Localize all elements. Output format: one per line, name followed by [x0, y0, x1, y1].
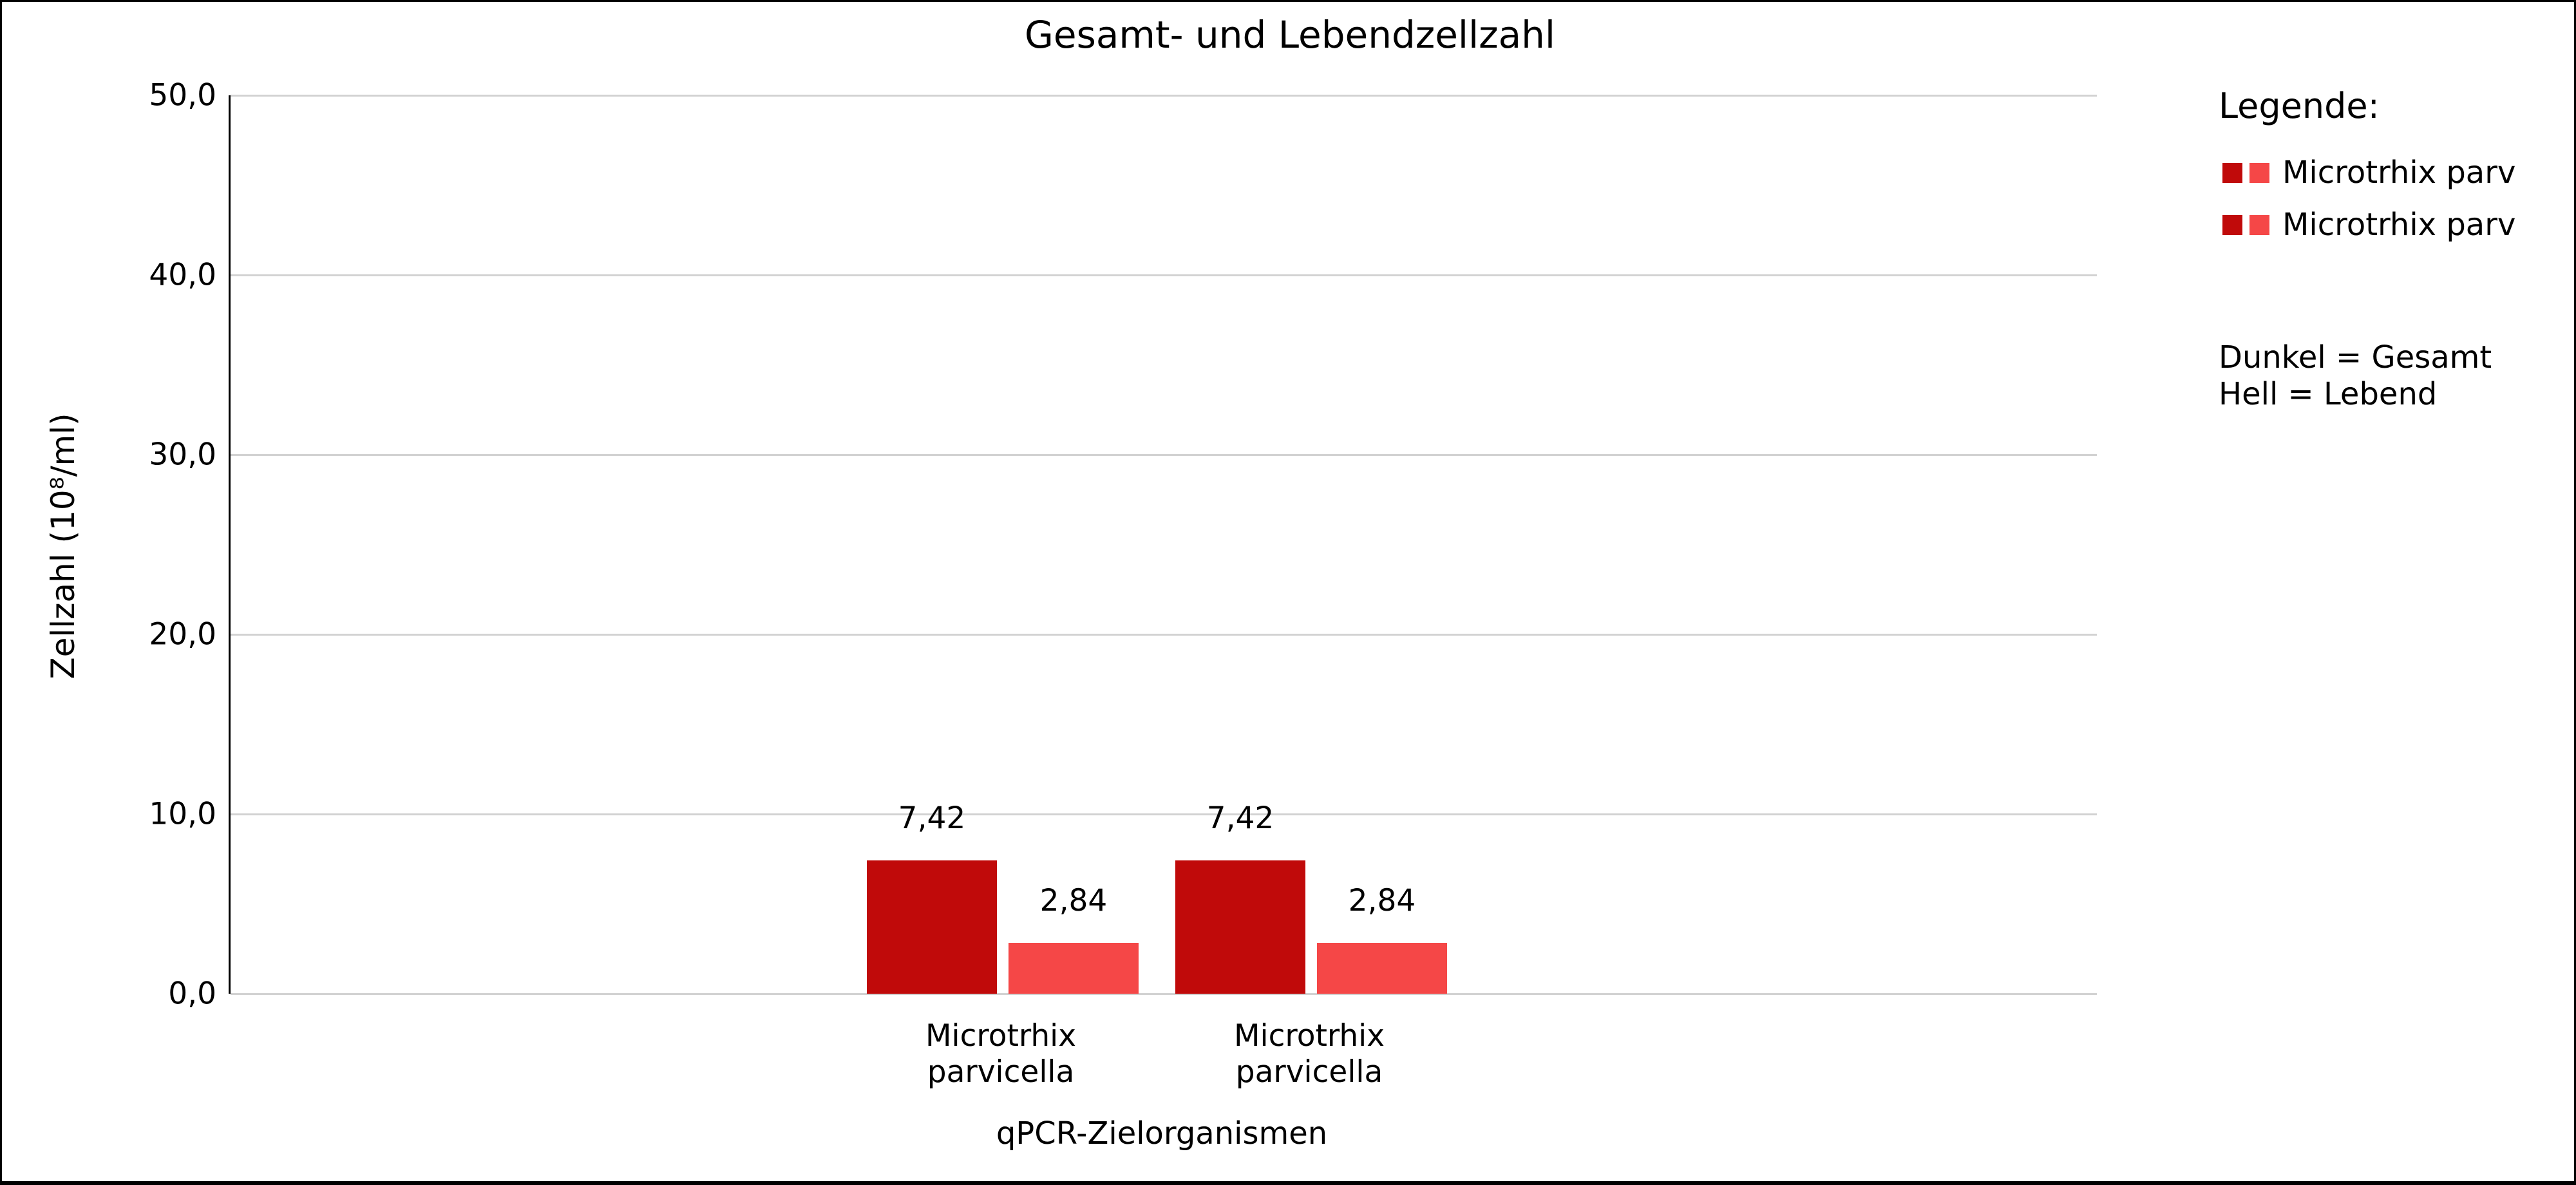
legend-swatch-dark: [2222, 214, 2242, 235]
gridline-y30: [231, 454, 2097, 456]
legend-entry-2: Microtrhix parv: [2222, 207, 2516, 243]
gridline-y40: [231, 274, 2097, 276]
chart-title: Gesamt- und Lebendzellzahl: [1024, 13, 1556, 57]
y-tick-label-30,0: 30,0: [149, 437, 216, 473]
x-tick-label-group2: Microtrhix parvicella: [1233, 1018, 1385, 1090]
legend-entry-1: Microtrhix parv: [2222, 155, 2516, 191]
gridline-y20: [231, 634, 2097, 636]
bar-lebend-group1: [1009, 943, 1139, 994]
legend-note: Dunkel = Gesamt Hell = Lebend: [2219, 339, 2492, 413]
bar-value-label: 7,42: [1206, 801, 1274, 836]
gridline-y10: [231, 813, 2097, 815]
bar-gesamt-group2: [1175, 860, 1305, 994]
gridline-y0: [231, 993, 2097, 995]
y-tick-label-10,0: 10,0: [149, 796, 216, 832]
bar-value-label: 7,42: [898, 801, 966, 836]
legend-swatch-light: [2249, 214, 2269, 235]
y-tick-label-50,0: 50,0: [149, 77, 216, 113]
legend-note-hell: Hell = Lebend: [2219, 376, 2438, 412]
bar-lebend-group2: [1317, 943, 1447, 994]
legend-note-dark: Dunkel = Gesamt: [2219, 339, 2492, 375]
y-tick-label-0,0: 0,0: [168, 976, 216, 1012]
x-tick-label-group1: Microtrhix parvicella: [925, 1018, 1077, 1090]
legend-swatch-light: [2249, 162, 2269, 183]
y-tick-label-40,0: 40,0: [149, 257, 216, 293]
bar-gesamt-group1: [867, 860, 997, 994]
legend-entry-label: Microtrhix parv: [2282, 155, 2516, 191]
legend-heading: Legende:: [2219, 86, 2380, 126]
bar-value-label: 2,84: [1039, 883, 1108, 918]
x-axis-label: qPCR-Zielorganismen: [996, 1115, 1328, 1152]
plot-area: 7,42 2,84 7,42 2,84: [229, 95, 2097, 995]
legend-entry-label: Microtrhix parv: [2282, 207, 2516, 243]
bar-value-label: 2,84: [1348, 883, 1416, 918]
gridline-y50: [231, 95, 2097, 97]
y-tick-label-20,0: 20,0: [149, 616, 216, 652]
legend-swatch-dark: [2222, 162, 2242, 183]
